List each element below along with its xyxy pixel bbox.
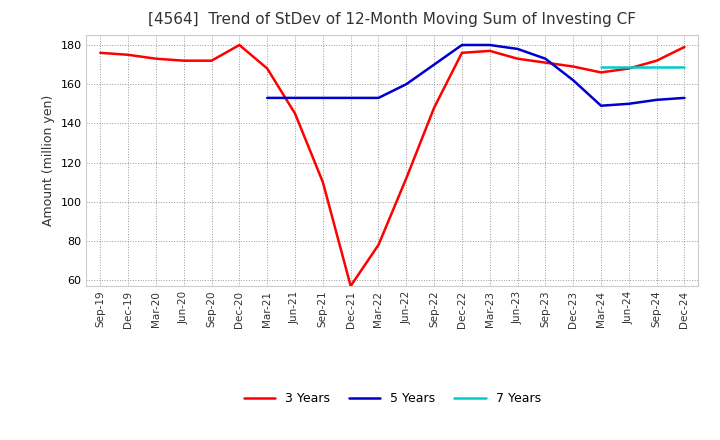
3 Years <box>263 66 271 71</box>
Line: 5 Years: 5 Years <box>267 45 685 106</box>
Line: 3 Years: 3 Years <box>100 45 685 286</box>
3 Years <box>318 180 327 185</box>
5 Years <box>541 56 550 61</box>
5 Years <box>402 81 410 87</box>
5 Years <box>597 103 606 108</box>
3 Years <box>124 52 132 58</box>
5 Years <box>569 77 577 83</box>
3 Years <box>680 44 689 50</box>
7 Years <box>597 64 606 69</box>
3 Years <box>235 42 243 48</box>
3 Years <box>569 64 577 69</box>
5 Years <box>485 42 494 48</box>
5 Years <box>263 95 271 101</box>
5 Years <box>374 95 383 101</box>
3 Years <box>597 70 606 75</box>
3 Years <box>291 111 300 116</box>
3 Years <box>152 56 161 61</box>
3 Years <box>402 176 410 181</box>
5 Years <box>430 62 438 67</box>
5 Years <box>346 95 355 101</box>
3 Years <box>179 58 188 63</box>
3 Years <box>96 50 104 55</box>
3 Years <box>652 58 661 63</box>
Y-axis label: Amount (million yen): Amount (million yen) <box>42 95 55 226</box>
3 Years <box>541 60 550 65</box>
5 Years <box>318 95 327 101</box>
7 Years <box>624 64 633 69</box>
5 Years <box>652 97 661 103</box>
3 Years <box>458 50 467 55</box>
5 Years <box>458 42 467 48</box>
3 Years <box>346 283 355 289</box>
5 Years <box>291 95 300 101</box>
3 Years <box>430 105 438 110</box>
3 Years <box>207 58 216 63</box>
3 Years <box>624 66 633 71</box>
3 Years <box>374 242 383 247</box>
3 Years <box>513 56 522 61</box>
3 Years <box>485 48 494 54</box>
5 Years <box>680 95 689 101</box>
7 Years <box>680 64 689 69</box>
5 Years <box>624 101 633 106</box>
7 Years <box>652 64 661 69</box>
5 Years <box>513 46 522 51</box>
Legend: 3 Years, 5 Years, 7 Years: 3 Years, 5 Years, 7 Years <box>239 387 546 410</box>
Title: [4564]  Trend of StDev of 12-Month Moving Sum of Investing CF: [4564] Trend of StDev of 12-Month Moving… <box>148 12 636 27</box>
